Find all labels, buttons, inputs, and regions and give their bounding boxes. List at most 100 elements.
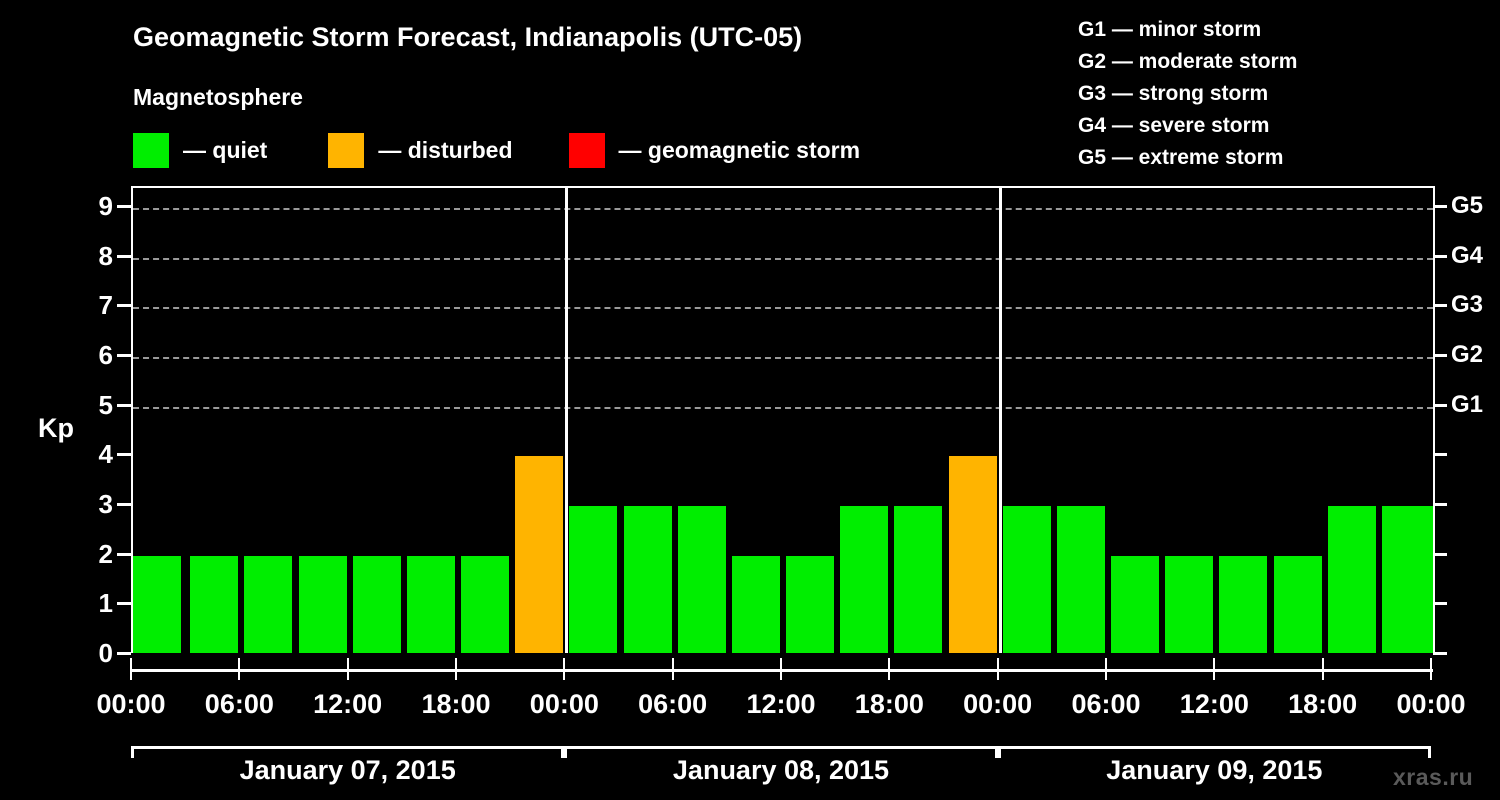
legend-item-quiet: — quiet (133, 132, 267, 168)
y-tick-4 (117, 453, 131, 457)
green-square-icon (133, 132, 169, 168)
x-tick-1 (238, 669, 241, 680)
gridline-kp-8 (133, 257, 1433, 260)
x-tick-up-11 (1321, 658, 1324, 670)
bar (840, 505, 889, 655)
gridline-kp-5 (133, 406, 1433, 409)
y-tick-right-8 (1433, 254, 1447, 258)
legend-item-storm: — geomagnetic storm (568, 132, 860, 168)
bar (948, 456, 997, 655)
y-tick-3 (117, 502, 131, 506)
y-axis-label-3: 3 (98, 488, 113, 519)
y-axis-label-6: 6 (98, 339, 113, 370)
g-axis-label-g2: G2 (1451, 340, 1484, 368)
orange-square-icon (328, 132, 365, 168)
y-tick-right-2 (1433, 552, 1447, 556)
legend-label-disturbed: — disturbed (378, 136, 513, 163)
day-bracket-1 (131, 746, 565, 758)
x-tick-6 (780, 669, 782, 680)
x-tick-12 (1430, 669, 1432, 680)
day-label-1: January 07, 2015 (239, 755, 456, 785)
x-axis-label-1: 06:00 (204, 689, 274, 719)
day-label-3: January 09, 2015 (1106, 755, 1323, 785)
x-axis-label-0: 00:00 (96, 689, 166, 719)
y-tick-right-4 (1433, 453, 1447, 457)
y-tick-9 (117, 204, 131, 208)
g-scale-line-g5: G5 — extreme storm (1078, 146, 1284, 169)
y-tick-1 (117, 602, 131, 606)
y-tick-right-6 (1433, 353, 1447, 357)
y-tick-5 (117, 403, 131, 407)
x-axis-label-2: 12:00 (313, 689, 383, 719)
x-tick-9 (1105, 669, 1107, 680)
y-axis-label-8: 8 (98, 240, 113, 271)
g-scale-line-g2: G2 — moderate storm (1078, 50, 1298, 73)
plot-area (131, 186, 1435, 655)
x-axis-label-6: 12:00 (746, 689, 816, 719)
bar (1002, 505, 1051, 655)
g-scale-line-g4: G4 — severe storm (1078, 114, 1270, 137)
y-tick-right-1 (1433, 602, 1447, 606)
bar (1381, 505, 1433, 655)
bar (352, 555, 401, 655)
watermark: xras.ru (1393, 764, 1474, 790)
y-tick-6 (117, 353, 131, 357)
legend-item-disturbed: — disturbed (328, 132, 513, 168)
x-axis-label-11: 18:00 (1288, 689, 1358, 719)
g-axis-label-g3: G3 (1451, 291, 1484, 319)
y-tick-0 (117, 652, 131, 655)
x-tick-3 (455, 669, 457, 680)
magnetosphere-heading: Magnetosphere (133, 84, 303, 110)
y-tick-right-3 (1433, 502, 1447, 506)
x-tick-2 (346, 669, 349, 680)
bar (1327, 505, 1376, 655)
bar (133, 555, 182, 655)
y-tick-right-0 (1433, 652, 1447, 655)
x-tick-up-12 (1430, 658, 1432, 670)
x-axis-label-8: 00:00 (963, 689, 1033, 719)
bar (1219, 555, 1268, 655)
y-axis-label-5: 5 (98, 389, 113, 420)
bar (1165, 555, 1214, 655)
bar (623, 505, 672, 655)
legend-label-quiet: — quiet (183, 136, 268, 163)
x-tick-4 (563, 669, 566, 680)
x-tick-up-2 (346, 658, 349, 670)
bar (244, 555, 293, 655)
bar (569, 505, 618, 655)
x-tick-0 (130, 669, 132, 680)
x-tick-up-1 (238, 658, 241, 670)
y-tick-right-7 (1433, 304, 1447, 308)
x-tick-up-6 (780, 658, 782, 670)
x-tick-5 (671, 669, 674, 680)
g-scale-legend: G1 — minor storm G2 — moderate storm G3 … (1078, 14, 1498, 174)
gridline-kp-7 (133, 307, 1433, 310)
y-axis-label-4: 4 (98, 439, 113, 470)
y-axis-label-2: 2 (98, 538, 113, 569)
gridline-kp-6 (133, 356, 1433, 359)
x-axis-label-4: 00:00 (529, 689, 599, 719)
g-axis-label-g5: G5 (1451, 191, 1484, 219)
day-label-2: January 08, 2015 (672, 755, 890, 785)
red-square-icon (568, 132, 605, 168)
x-tick-8 (996, 669, 999, 680)
page-title: Geomagnetic Storm Forecast, Indianapolis… (133, 22, 803, 52)
bar (677, 505, 726, 655)
y-tick-7 (117, 304, 131, 308)
x-tick-7 (888, 669, 891, 680)
bar (731, 555, 780, 655)
x-tick-up-3 (455, 658, 457, 670)
x-tick-up-5 (671, 658, 674, 670)
y-axis-title: Kp (38, 413, 74, 443)
x-axis-label-12: 00:00 (1396, 689, 1466, 719)
y-tick-2 (117, 552, 131, 556)
bar (461, 555, 510, 655)
x-axis-line (131, 669, 1433, 672)
y-axis-label-7: 7 (98, 290, 113, 321)
x-axis-label-3: 18:00 (421, 689, 491, 719)
legend: — quiet — disturbed — geomagnetic storm (133, 132, 860, 168)
plot-baseline (131, 653, 1435, 655)
bar (190, 555, 239, 655)
day-bracket-2 (564, 746, 998, 758)
